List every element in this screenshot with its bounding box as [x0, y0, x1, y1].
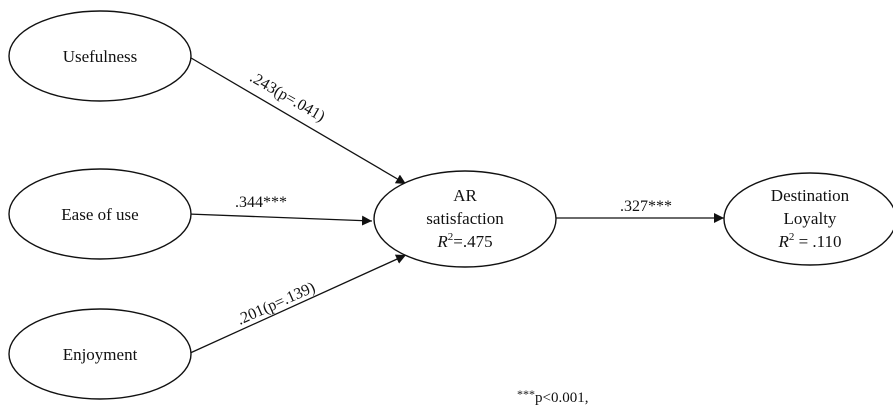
destination-loyalty-r-exponent: 2	[789, 231, 795, 243]
destination-loyalty-line1: Destination	[771, 186, 850, 205]
node-ar-satisfaction	[373, 170, 557, 268]
ar-satisfaction-r-squared: R2=.475	[436, 231, 492, 251]
node-enjoyment	[8, 308, 192, 400]
ar-satisfaction-line2: satisfaction	[426, 209, 504, 228]
footnote-stars: ***	[517, 387, 535, 401]
edge-label-ease-to-ar: .344***	[235, 194, 287, 211]
ar-satisfaction-r-value: =.475	[453, 232, 492, 251]
destination-loyalty-line2: Loyalty	[784, 209, 837, 228]
ar-satisfaction-line1: AR	[453, 186, 477, 205]
node-enjoyment-label: Enjoyment	[63, 345, 138, 364]
ar-satisfaction-r-symbol: R	[436, 232, 448, 251]
edge-usefulness-to-ar-satisfaction	[185, 54, 407, 185]
destination-loyalty-r-symbol: R	[777, 232, 789, 251]
node-destination-loyalty	[723, 172, 893, 266]
footnote-text: p<0.001,	[535, 390, 588, 406]
edge-enjoyment-to-ar-satisfaction	[187, 254, 407, 355]
node-usefulness	[8, 10, 192, 102]
destination-loyalty-r-value: = .110	[794, 232, 841, 251]
edge-ease-of-use-to-ar-satisfaction	[187, 213, 373, 226]
node-ease-of-use-label: Ease of use	[61, 205, 138, 224]
node-ease-of-use	[8, 168, 192, 260]
footnote: ***p<0.001,	[517, 387, 588, 406]
destination-loyalty-r-squared: R2 = .110	[777, 231, 841, 251]
ar-satisfaction-r-exponent: 2	[448, 231, 454, 243]
edge-label-enjoyment-to-ar: .201(p=.139)	[234, 279, 317, 329]
node-usefulness-label: Usefulness	[63, 47, 138, 66]
edge-label-ar-to-loyalty: .327***	[620, 198, 672, 215]
